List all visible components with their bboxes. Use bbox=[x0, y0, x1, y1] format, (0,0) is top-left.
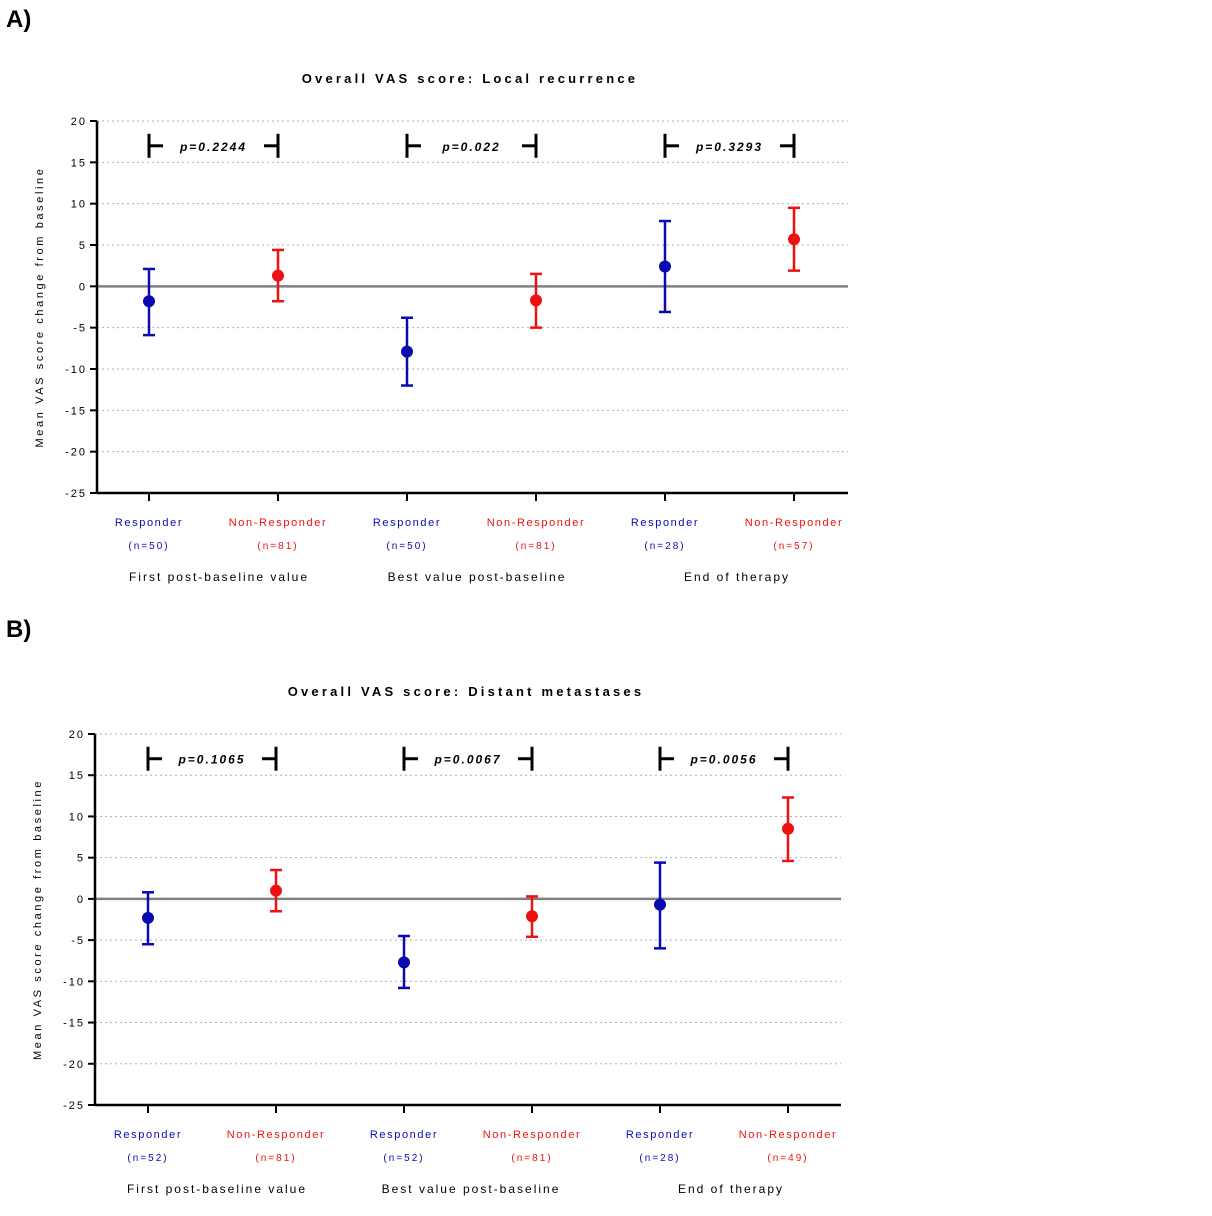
panel-b-p-value-label: p=0.0056 bbox=[689, 753, 757, 767]
panel-b-label: B) bbox=[6, 616, 32, 643]
panel-a-mean-point bbox=[788, 233, 800, 246]
panel-b-sample-size-label: (n=52) bbox=[127, 1153, 168, 1164]
panel-b-y-tick-label: -20 bbox=[63, 1059, 85, 1071]
panel-a-category-label: Responder bbox=[115, 517, 183, 529]
panel-b-sample-size-label: (n=28) bbox=[639, 1153, 680, 1164]
panel-a-group-label: First post-baseline value bbox=[129, 570, 309, 584]
panel-b-p-value-label: p=0.0067 bbox=[433, 753, 501, 767]
panel-b-category-label: Responder bbox=[626, 1129, 694, 1141]
panel-b-y-tick-label: 5 bbox=[77, 853, 85, 865]
panel-a-p-value-label: p=0.022 bbox=[441, 140, 500, 154]
panel-b-p-value-label: p=0.1065 bbox=[177, 753, 245, 767]
panel-a-category-label: Responder bbox=[373, 517, 441, 529]
panel-a-mean-point bbox=[530, 294, 542, 307]
panel-a-category-label: Non-Responder bbox=[487, 517, 585, 529]
panel-b-y-tick-label: 15 bbox=[69, 770, 85, 782]
panel-b-category-label: Non-Responder bbox=[227, 1129, 325, 1141]
panel-a-sample-size-label: (n=28) bbox=[644, 541, 685, 552]
panel-a-category-label: Non-Responder bbox=[229, 517, 327, 529]
panel-b-chart-title: Overall VAS score: Distant metastases bbox=[288, 684, 645, 699]
panel-b-mean-point bbox=[270, 884, 282, 897]
panel-a-y-tick-label: -15 bbox=[65, 405, 87, 417]
panel-a-y-tick-label: 20 bbox=[71, 116, 87, 128]
panel-b-group-label: Best value post-baseline bbox=[382, 1182, 561, 1196]
panel-a-mean-point bbox=[401, 345, 413, 358]
panel-a-category-label: Non-Responder bbox=[745, 517, 843, 529]
panel-a-y-tick-label: -10 bbox=[65, 364, 87, 376]
panel-a-mean-point bbox=[272, 269, 284, 282]
panel-a-category-label: Responder bbox=[631, 517, 699, 529]
panel-a-y-tick-label: 15 bbox=[71, 157, 87, 169]
panel-a-mean-point bbox=[659, 260, 671, 273]
panel-a-sample-size-label: (n=81) bbox=[515, 541, 556, 552]
panel-a-p-value-label: p=0.2244 bbox=[179, 140, 247, 154]
panel-b-category-label: Responder bbox=[370, 1129, 438, 1141]
panel-b-mean-point bbox=[526, 910, 538, 923]
panel-a-sample-size-label: (n=57) bbox=[773, 541, 814, 552]
panel-b-sample-size-label: (n=52) bbox=[383, 1153, 424, 1164]
panel-a-sample-size-label: (n=50) bbox=[128, 541, 169, 552]
panel-a-y-tick-label: 0 bbox=[79, 281, 87, 293]
panel-b-y-tick-label: 10 bbox=[69, 811, 85, 823]
panel-b-y-tick-label: -25 bbox=[63, 1100, 85, 1112]
panel-b-y-tick-label: -5 bbox=[71, 935, 85, 947]
panel-b-y-tick-label: 20 bbox=[69, 729, 85, 741]
panel-a-background bbox=[0, 38, 884, 608]
panel-b-mean-point bbox=[654, 898, 666, 911]
panel-a-label: A) bbox=[6, 6, 32, 33]
panel-a-y-tick-label: -20 bbox=[65, 447, 87, 459]
panel-b-y-axis-label: Mean VAS score change from baseline bbox=[32, 779, 44, 1060]
panel-b-mean-point bbox=[782, 822, 794, 835]
panel-b-category-label: Responder bbox=[114, 1129, 182, 1141]
panel-b-mean-point bbox=[142, 911, 154, 924]
panel-a-p-value-label: p=0.3293 bbox=[695, 140, 763, 154]
panel-b-category-label: Non-Responder bbox=[739, 1129, 837, 1141]
panel-b-mean-point bbox=[398, 956, 410, 969]
panel-b-sample-size-label: (n=81) bbox=[511, 1153, 552, 1164]
panel-b-y-tick-label: -10 bbox=[63, 976, 85, 988]
panel-b-background bbox=[0, 650, 876, 1216]
panel-b-y-tick-label: 0 bbox=[77, 894, 85, 906]
panel-a-group-label: End of therapy bbox=[684, 570, 790, 584]
panel-b-category-label: Non-Responder bbox=[483, 1129, 581, 1141]
panel-a-y-tick-label: 10 bbox=[71, 199, 87, 211]
panel-b-y-tick-label: -15 bbox=[63, 1018, 85, 1030]
panel-a-chart-title: Overall VAS score: Local recurrence bbox=[302, 71, 638, 86]
panel-a-y-tick-label: 5 bbox=[79, 240, 87, 252]
panel-a-sample-size-label: (n=50) bbox=[386, 541, 427, 552]
panel-a-y-tick-label: -25 bbox=[65, 488, 87, 500]
panel-a-y-tick-label: -5 bbox=[73, 323, 87, 335]
panel-a-y-axis-label: Mean VAS score change from baseline bbox=[34, 167, 46, 448]
panel-b-sample-size-label: (n=49) bbox=[767, 1153, 808, 1164]
panel-a-mean-point bbox=[143, 295, 155, 308]
panel-b-group-label: First post-baseline value bbox=[127, 1182, 307, 1196]
panel-b-sample-size-label: (n=81) bbox=[255, 1153, 296, 1164]
panel-a-group-label: Best value post-baseline bbox=[388, 570, 567, 584]
panel-b-group-label: End of therapy bbox=[678, 1182, 784, 1196]
panel-a-sample-size-label: (n=81) bbox=[257, 541, 298, 552]
